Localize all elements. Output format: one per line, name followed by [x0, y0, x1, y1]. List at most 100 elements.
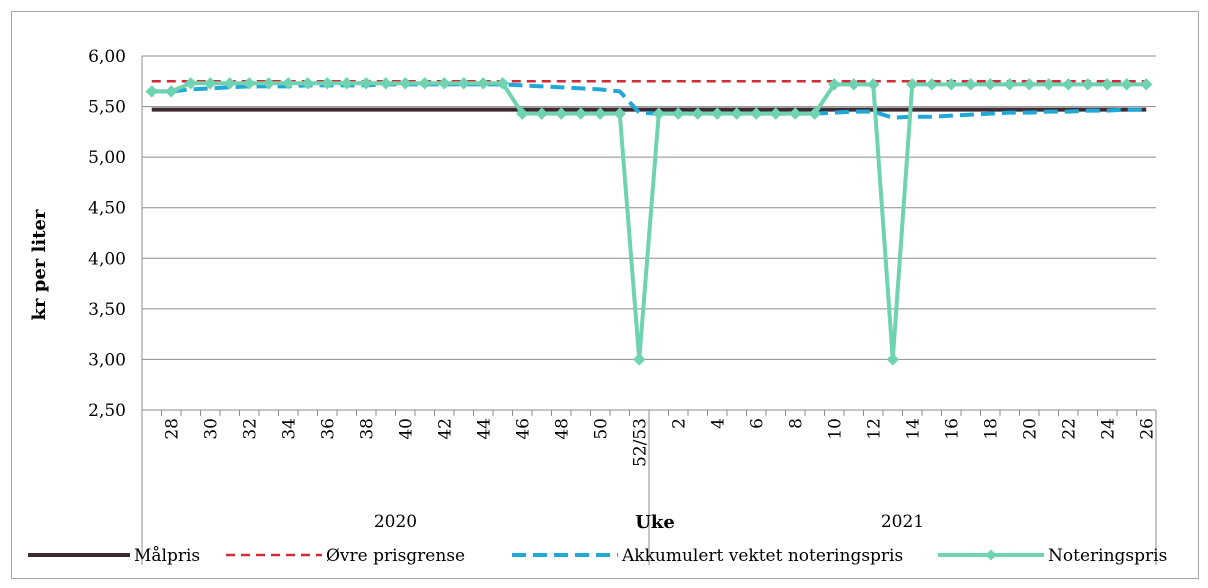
data-point: [652, 107, 665, 120]
data-point: [379, 77, 392, 90]
x-tick-label: 36: [318, 418, 338, 440]
y-tick-label: 6,00: [88, 47, 126, 67]
chart-border: [11, 11, 1199, 579]
legend: Målpris Øvre prisgrense Akkumulert vektet …: [28, 546, 1167, 566]
data-point: [282, 77, 295, 90]
x-tick-label: 16: [942, 418, 962, 440]
x-tick-label: 52/53: [630, 418, 650, 467]
data-point: [1003, 78, 1016, 91]
series-line: [151, 82, 1147, 120]
y-tick-label: 3,00: [88, 350, 126, 370]
x-tick-label: 50: [591, 418, 611, 440]
legend-label: Noteringspris: [1048, 546, 1167, 566]
x-tick-label: 8: [786, 418, 806, 429]
data-point: [769, 107, 782, 120]
data-point: [828, 78, 841, 91]
data-point: [672, 107, 685, 120]
data-point: [633, 353, 646, 366]
x-tick-label: 46: [513, 418, 533, 440]
series: [145, 77, 1153, 366]
data-point: [223, 77, 236, 90]
data-point: [262, 77, 275, 90]
year-group-label: 2020: [374, 512, 417, 532]
data-point: [867, 78, 880, 91]
legend-item: Målpris: [28, 546, 200, 566]
data-point: [340, 77, 353, 90]
y-tick-label: 2,50: [88, 401, 126, 421]
legend-label: Øvre prisgrense: [326, 546, 465, 566]
data-point: [984, 78, 997, 91]
legend-label: Akkumulert vektet noteringspris: [621, 546, 903, 566]
data-point: [360, 77, 373, 90]
axes: [141, 56, 1157, 565]
data-point: [516, 107, 529, 120]
data-point: [730, 107, 743, 120]
data-point: [243, 77, 256, 90]
data-point: [399, 77, 412, 90]
x-tick-label: 38: [357, 418, 377, 440]
data-point: [1062, 78, 1075, 91]
x-axis-title: Uke: [635, 512, 675, 533]
x-tick-label: 24: [1098, 418, 1118, 440]
data-point: [613, 107, 626, 120]
x-tick-label: 6: [747, 418, 767, 429]
data-point: [184, 77, 197, 90]
legend-item: Akkumulert vektet noteringspris: [512, 546, 903, 566]
data-point: [886, 353, 899, 366]
y-tick-label: 4,00: [88, 249, 126, 269]
legend-item: Noteringspris: [938, 546, 1167, 566]
series-2: [151, 82, 1147, 120]
data-point: [964, 78, 977, 91]
series-line: [151, 81, 1147, 362]
x-tick-label: 14: [903, 418, 923, 440]
y-axis-title: kr per liter: [29, 209, 50, 320]
x-tick-label: 44: [474, 418, 494, 440]
x-tick-label: 2: [669, 418, 689, 429]
gridlines: [142, 55, 1156, 411]
data-point: [1042, 78, 1055, 91]
x-tick-label: 32: [240, 418, 260, 440]
data-point: [477, 77, 490, 90]
y-tick-label: 4,50: [88, 199, 126, 219]
data-point: [925, 78, 938, 91]
series-3: [145, 77, 1153, 366]
data-point: [847, 78, 860, 91]
x-tick-label: 10: [825, 418, 845, 440]
data-point: [418, 77, 431, 90]
legend-item: Øvre prisgrense: [226, 546, 465, 566]
x-tick-label: 4: [708, 418, 728, 429]
data-point: [808, 107, 821, 120]
x-tick-label: 12: [864, 418, 884, 440]
data-point: [204, 77, 217, 90]
data-point: [301, 77, 314, 90]
legend-label: Målpris: [134, 546, 200, 566]
data-point: [594, 107, 607, 120]
data-point: [750, 107, 763, 120]
data-point: [691, 107, 704, 120]
data-point: [574, 107, 587, 120]
data-point: [438, 77, 451, 90]
data-point: [1023, 78, 1036, 91]
data-point: [145, 85, 158, 98]
data-point: [555, 107, 568, 120]
y-tick-label: 5,50: [88, 98, 126, 118]
data-point: [711, 107, 724, 120]
x-tick-label: 22: [1059, 418, 1079, 440]
data-point: [165, 85, 178, 98]
data-point: [789, 107, 802, 120]
x-tick-label: 20: [1020, 418, 1040, 440]
data-point: [321, 77, 334, 90]
data-point: [1120, 78, 1133, 91]
x-tick-label: 48: [552, 418, 572, 440]
y-tick-label: 5,00: [88, 148, 126, 168]
x-tick-label: 26: [1137, 418, 1157, 440]
data-point: [906, 78, 919, 91]
x-tick-label: 30: [201, 418, 221, 440]
data-point: [457, 77, 470, 90]
x-tick-label: 28: [162, 418, 182, 440]
data-point: [1081, 78, 1094, 91]
year-group-label: 2021: [881, 512, 924, 532]
data-point: [1101, 78, 1114, 91]
